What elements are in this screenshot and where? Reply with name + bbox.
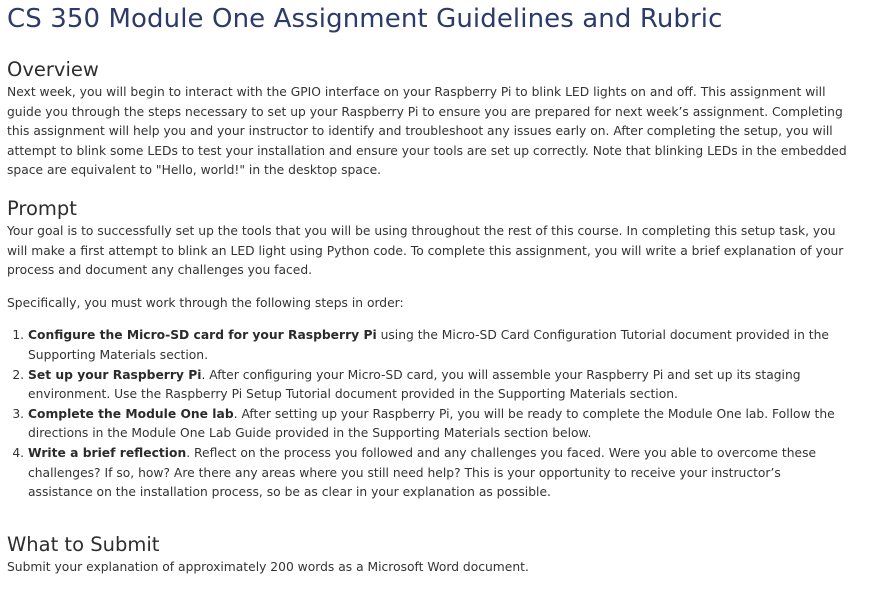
overview-paragraph: Next week, you will begin to interact wi… (7, 85, 847, 178)
step-title: Write a brief reflection (28, 445, 187, 460)
step-title: Configure the Micro-SD card for your Ras… (28, 328, 377, 343)
step-title: Set up your Raspberry Pi (28, 367, 202, 382)
step-item-complete-lab: Complete the Module One lab. After setti… (28, 405, 848, 444)
steps-intro: Specifically, you must work through the … (7, 295, 404, 310)
steps-list: Configure the Micro-SD card for your Ras… (7, 326, 848, 502)
step-description: using the Micro-SD Card Configuration Tu… (28, 328, 829, 362)
prompt-heading: Prompt (7, 196, 77, 220)
step-title: Complete the Module One lab (28, 406, 234, 421)
prompt-paragraph: Your goal is to successfully set up the … (7, 223, 844, 278)
step-description: . After configuring your Micro-SD card, … (28, 367, 801, 402)
step-description: . After setting up your Raspberry Pi, yo… (28, 406, 835, 441)
step-description: . Reflect on the process you followed an… (28, 445, 817, 500)
step-item-setup-pi: Set up your Raspberry Pi. After configur… (28, 366, 848, 405)
what-to-submit-heading: What to Submit (7, 532, 160, 556)
overview-heading: Overview (7, 58, 99, 81)
step-item-configure-sd: Configure the Micro-SD card for your Ras… (28, 326, 848, 365)
page-title: CS 350 Module One Assignment Guidelines … (7, 4, 723, 34)
step-item-reflection: Write a brief reflection. Reflect on the… (28, 444, 848, 503)
what-to-submit-paragraph: Submit your explanation of approximately… (7, 559, 529, 574)
